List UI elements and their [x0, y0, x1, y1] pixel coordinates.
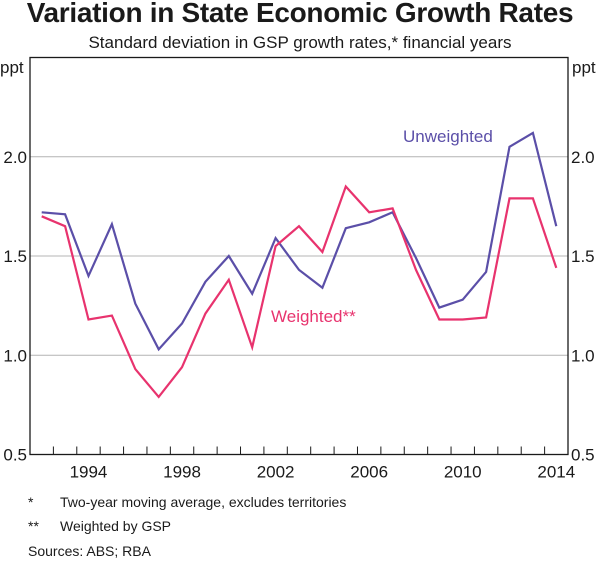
x-tick-label: 1994 [70, 463, 108, 482]
x-ticks [52, 446, 546, 455]
y-tick-label-left: 0.5 [3, 446, 27, 465]
series-label-weighted: Weighted** [271, 307, 356, 326]
y-tick-label-right: 1.5 [571, 247, 595, 266]
series-line-unweighted [41, 131, 558, 352]
plot-frame [29, 56, 569, 456]
series-label-unweighted: Unweighted [403, 127, 493, 146]
series-lines [41, 131, 558, 399]
footnote-mark: * [28, 494, 34, 510]
gridlines [30, 156, 568, 356]
y-tick-label-right: 1.0 [571, 346, 595, 365]
x-tick-label: 1998 [163, 463, 201, 482]
y-axis-unit-left: ppt [0, 58, 24, 77]
footnote-text: Weighted by GSP [60, 518, 172, 534]
y-tick-label-left: 2.0 [3, 148, 27, 167]
x-tick-label: 2014 [537, 463, 575, 482]
x-tick-label: 2010 [444, 463, 482, 482]
y-axis-unit-right: ppt [572, 58, 596, 77]
footnote-text: Two-year moving average, excludes territ… [60, 494, 347, 510]
y-tick-label-left: 1.5 [3, 247, 27, 266]
x-tick-label: 2006 [350, 463, 388, 482]
y-tick-label-right: 2.0 [571, 148, 595, 167]
x-tick-label: 2002 [257, 463, 295, 482]
y-tick-labels: 0.5 0.5 1.0 1.0 1.5 1.5 2.0 2.0 [3, 148, 594, 465]
sources-note: Sources: ABS; RBA [28, 543, 151, 559]
footnote-mark: ** [28, 518, 39, 534]
chart-title: Variation in State Economic Growth Rates [26, 0, 574, 28]
y-tick-label-left: 1.0 [3, 346, 27, 365]
series-line-weighted [41, 184, 558, 399]
x-tick-labels: 1994 1998 2002 2006 2010 2014 [70, 463, 576, 482]
y-tick-label-right: 0.5 [571, 446, 595, 465]
chart-subtitle: Standard deviation in GSP growth rates,*… [88, 33, 512, 52]
